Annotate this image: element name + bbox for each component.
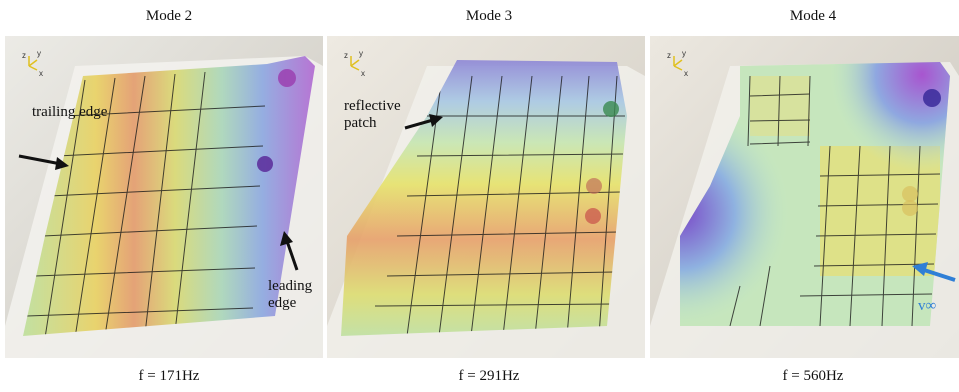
leading-edge-label: leading edge <box>268 278 313 311</box>
trailing-edge-arrow <box>18 154 69 170</box>
axis-z-label: z <box>344 51 348 60</box>
mode-4-image: z y x <box>650 36 959 358</box>
axis-x-label: x <box>39 69 43 78</box>
axis-triad-icon <box>673 56 683 71</box>
mode-3-image: z y x <box>327 36 645 358</box>
axis-x-label: x <box>684 69 688 78</box>
axis-triad-icon <box>350 56 360 71</box>
axis-y-label: y <box>37 49 41 58</box>
reflective-patch-arrow <box>404 114 443 130</box>
axis-y-label: y <box>359 49 363 58</box>
freestream-velocity-label: v∞ <box>918 298 937 314</box>
mode-2-frequency: f = 171Hz <box>138 368 200 384</box>
mode-2-image: z y x <box>5 36 323 358</box>
axis-z-label: z <box>667 51 671 60</box>
axis-z-label: z <box>22 51 26 60</box>
axis-y-label: y <box>682 49 686 58</box>
mode-3-frequency: f = 291Hz <box>458 368 520 384</box>
leading-edge-arrow <box>280 231 299 271</box>
freestream-velocity-arrow <box>912 262 956 282</box>
axis-x-label: x <box>361 69 365 78</box>
mode-3-title: Mode 3 <box>465 8 513 24</box>
mode-2-title: Mode 2 <box>145 8 193 24</box>
mode-4-frequency: f = 560Hz <box>782 368 844 384</box>
axis-triad-icon <box>28 56 38 71</box>
reflective-patch-label: reflective patch <box>344 98 401 131</box>
mode-4-title: Mode 4 <box>789 8 837 24</box>
trailing-edge-label: trailing edge <box>32 104 108 120</box>
